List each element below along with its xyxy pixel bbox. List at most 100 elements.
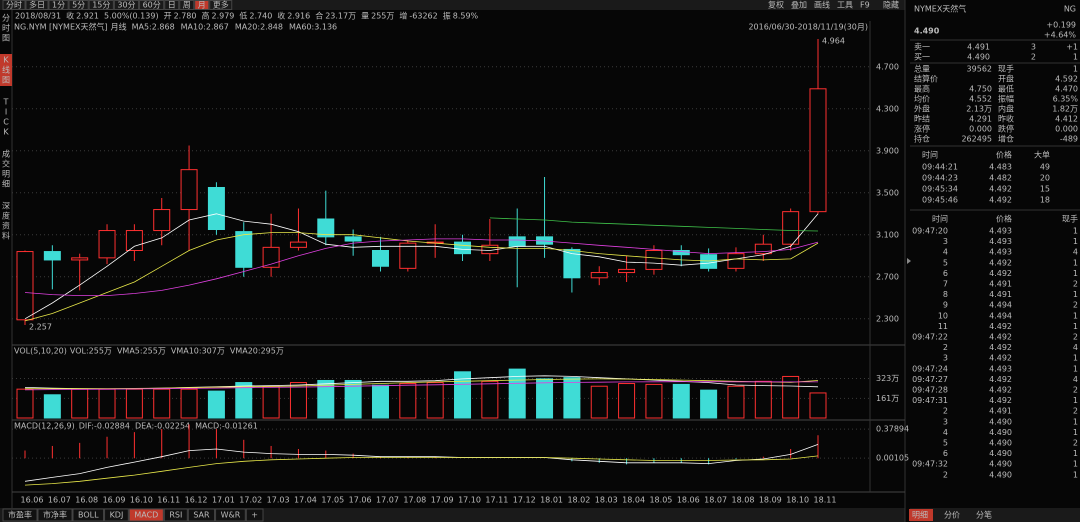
table-cell: 4.493 xyxy=(989,227,1012,236)
table-cell: 09:44:23 xyxy=(922,174,958,183)
toolbar-button[interactable]: 30分 xyxy=(117,1,135,10)
side-tab-char[interactable]: I xyxy=(5,108,7,117)
bottom-tab-bg xyxy=(245,508,264,522)
stat-value: 1 xyxy=(1073,65,1078,74)
side-tab-char[interactable]: C xyxy=(3,118,9,127)
side-tab-char[interactable]: 料 xyxy=(2,231,10,241)
candle-body xyxy=(344,236,362,242)
table-cell: 4 xyxy=(943,248,948,257)
side-tab-char[interactable]: 成 xyxy=(2,149,10,159)
x-tick-label: 18.09 xyxy=(759,496,782,505)
toolbar-button[interactable]: 叠加 xyxy=(791,0,807,10)
toolbar-button[interactable]: 日 xyxy=(168,1,176,10)
stat-label: 内盘 xyxy=(998,104,1014,114)
table-cell: 09:47:32 xyxy=(912,460,948,469)
side-tab-char[interactable]: 深 xyxy=(2,202,10,211)
table-cell: 2 xyxy=(1073,333,1078,342)
candle-body xyxy=(153,209,171,232)
toolbar-button[interactable]: 隐藏 xyxy=(883,0,899,10)
side-tab-char[interactable]: 交 xyxy=(2,159,10,169)
toolbar-button-bg xyxy=(113,0,140,10)
toolbar-button-bg xyxy=(139,0,165,10)
bottom-tab-bg xyxy=(215,508,246,522)
bottom-tab[interactable]: 市盈率 xyxy=(8,510,32,520)
bottom-tab[interactable]: MACD xyxy=(134,511,158,520)
x-tick-label: 17.10 xyxy=(458,496,481,505)
stat-label: 跌停 xyxy=(998,124,1014,134)
toolbar-button[interactable]: 1分 xyxy=(52,1,65,10)
side-tab-char[interactable]: 分 xyxy=(2,14,10,23)
info-label: 收 xyxy=(277,11,285,21)
volume-bar xyxy=(180,388,198,419)
bottom-tab[interactable]: W&R xyxy=(221,511,241,520)
x-tick-label: 16.06 xyxy=(21,496,44,505)
toolbar-button[interactable]: 15分 xyxy=(92,1,110,10)
quote-name: NYMEX天然气 xyxy=(914,4,966,14)
info-value: -63262 xyxy=(409,12,437,21)
side-tab-char[interactable]: K xyxy=(3,128,9,137)
bottom-tab[interactable]: BOLL xyxy=(78,511,99,520)
toolbar-button[interactable]: 更多 xyxy=(213,0,229,10)
table-cell: 09:47:27 xyxy=(912,375,948,384)
toolbar-button[interactable]: 60分 xyxy=(143,1,161,10)
vma-line xyxy=(24,381,818,391)
table-cell: 1 xyxy=(1073,290,1078,299)
table-cell: 1 xyxy=(1073,460,1078,469)
toolbar-button[interactable]: 多日 xyxy=(29,0,45,10)
x-tick-label: 17.05 xyxy=(321,496,344,505)
bottom-tab[interactable]: 市净率 xyxy=(43,510,67,520)
side-tab-char[interactable]: 时 xyxy=(2,23,10,33)
toolbar-button[interactable]: 周 xyxy=(183,1,191,10)
table-cell: 4.492 xyxy=(989,185,1012,194)
table-cell: 4.490 xyxy=(989,428,1012,437)
x-tick-label: 18.11 xyxy=(814,496,837,505)
toolbar-button[interactable]: 5分 xyxy=(72,1,85,10)
table-cell: 2 xyxy=(1073,386,1078,395)
toolbar-button[interactable]: 工具 xyxy=(837,1,853,10)
toolbar-button[interactable]: F9 xyxy=(860,1,870,10)
legend-entry: MA20:2.848 xyxy=(235,23,283,32)
info-value: 8.59% xyxy=(453,12,479,21)
side-tab-char[interactable]: 图 xyxy=(2,34,10,43)
side-tab-char[interactable]: 度 xyxy=(2,211,10,221)
x-tick-label: 16.08 xyxy=(75,496,98,505)
toolbar-button[interactable]: 月 xyxy=(198,1,206,10)
table-cell: 4.483 xyxy=(989,163,1012,172)
side-tab-char[interactable]: T xyxy=(3,98,9,107)
volume-bar xyxy=(125,388,143,419)
bottom-tab[interactable]: + xyxy=(251,511,258,520)
info-label: 合 xyxy=(315,11,323,21)
side-tab-char[interactable]: K xyxy=(3,56,9,65)
book-change: 1 xyxy=(1073,53,1078,62)
stat-value: 262495 xyxy=(961,135,992,144)
side-tab-char[interactable]: 细 xyxy=(2,179,10,189)
table-cell: 2 xyxy=(1073,280,1078,289)
panel-tab[interactable]: 分笔 xyxy=(976,510,992,520)
legend-entry: VMA20:295万 xyxy=(230,347,284,356)
bottom-tab[interactable]: RSI xyxy=(169,511,182,520)
range-label: 2016/06/30-2018/11/19(30月) xyxy=(748,23,868,32)
candle-body xyxy=(399,242,417,269)
book-price: 4.491 xyxy=(967,43,990,52)
volume-bar xyxy=(481,380,499,419)
volume-bar xyxy=(754,380,772,419)
candle-body xyxy=(454,241,472,255)
toolbar-button[interactable]: 复权 xyxy=(768,0,784,10)
toolbar-button[interactable]: 画线 xyxy=(814,0,830,10)
candle-body xyxy=(98,230,116,259)
stat-label: 外盘 xyxy=(914,104,930,114)
bottom-tab[interactable]: KDJ xyxy=(110,511,124,520)
legend-entry: MA10:2.867 xyxy=(181,23,229,32)
table-cell: 4.492 xyxy=(989,258,1012,267)
collapse-arrow[interactable] xyxy=(907,258,911,264)
toolbar-button[interactable]: 分时 xyxy=(6,0,22,10)
side-tab-char[interactable]: 资 xyxy=(2,221,10,231)
side-tab-char[interactable]: 明 xyxy=(2,170,10,179)
panel-tab[interactable]: 明细 xyxy=(912,510,928,520)
panel-tab[interactable]: 分价 xyxy=(944,511,960,520)
table-cell: 9 xyxy=(943,301,948,310)
side-tab-char[interactable]: 图 xyxy=(2,76,10,85)
bottom-tab[interactable]: SAR xyxy=(193,511,210,520)
side-tab-char[interactable]: 线 xyxy=(2,65,10,75)
x-tick-label: 16.09 xyxy=(103,496,126,505)
